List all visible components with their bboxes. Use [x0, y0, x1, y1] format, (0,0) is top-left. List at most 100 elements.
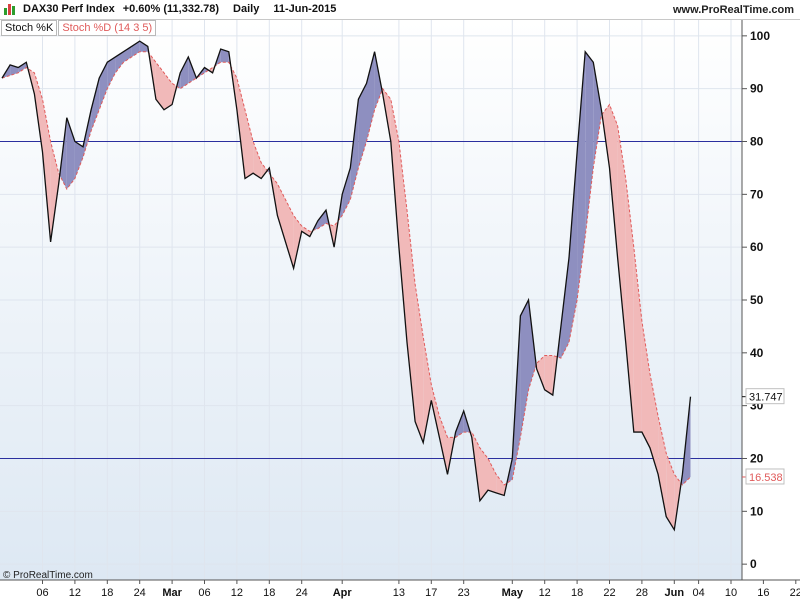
chart-date: 11-Jun-2015	[273, 3, 337, 15]
y-tick-label: 60	[750, 240, 764, 254]
last-value-d-box	[745, 468, 785, 485]
last-value-markers: 31.747 16.538	[742, 388, 785, 485]
legend-stoch-d[interactable]: Stoch %D (14 3 5)	[58, 20, 157, 36]
last-value-k-box	[745, 388, 785, 405]
x-tick-label: 16	[757, 587, 769, 599]
fill-k-above-d	[366, 51, 375, 142]
fill-k-above-d	[220, 49, 229, 63]
fill-d-above-k	[34, 72, 43, 153]
x-tick-label: 24	[134, 587, 146, 599]
y-tick-label: 90	[750, 82, 764, 96]
fill-d-above-k	[285, 199, 294, 269]
series-line-stoch-k	[1, 40, 692, 532]
fill-k-above-d	[585, 51, 594, 237]
x-tick-label: 12	[539, 587, 551, 599]
x-axis: 06 12 18 24 Mar 06 12 18 24 Apr 13 17 23 May 12 18 22 28 J…	[36, 580, 800, 599]
x-tick-label: Mar	[162, 587, 182, 599]
period-label: Daily	[233, 3, 260, 15]
last-value-k-text: 31.747	[749, 392, 783, 404]
fill-d-above-k	[415, 284, 424, 443]
fill-k-above-d	[115, 51, 124, 73]
series-lines	[1, 40, 692, 532]
fill-d-above-k	[666, 453, 675, 530]
x-tick-label: Jun	[665, 587, 685, 599]
site-link[interactable]: www.ProRealTime.com	[672, 4, 794, 16]
candlestick-icon	[4, 3, 18, 15]
fill-d-above-k	[617, 125, 626, 343]
fill-d-above-k	[658, 416, 667, 517]
fill-k-above-d	[74, 141, 83, 179]
fill-d-above-k	[423, 336, 432, 443]
x-tick-label: 12	[231, 587, 243, 599]
y-tick-label: 100	[750, 29, 770, 43]
fill-k-above-d	[593, 62, 602, 168]
price-change: +0.60% (11,332.78)	[122, 3, 220, 15]
fill-k-above-d	[180, 56, 189, 89]
x-tick-label: 13	[393, 587, 405, 599]
fill-d-above-k	[277, 183, 286, 242]
x-tick-label: May	[502, 587, 524, 599]
fill-d-above-k	[488, 458, 497, 493]
x-tick-label: 18	[263, 587, 275, 599]
x-tick-label: 22	[790, 587, 800, 599]
fill-k-above-d	[107, 56, 116, 89]
chart-header: DAX30 Perf Index +0.60% (11,332.78) Dail…	[0, 0, 800, 20]
fill-k-above-d	[99, 62, 108, 110]
indicator-legend: Stoch %K Stoch %D (14 3 5)	[1, 20, 157, 36]
fill-k-above-d	[569, 152, 578, 343]
series-line-stoch-d	[1, 51, 691, 486]
x-tick-label: 22	[603, 587, 615, 599]
fill-d-above-k	[398, 141, 407, 343]
fill-d-above-k	[536, 355, 545, 390]
y-tick-label: 20	[750, 451, 764, 465]
x-axis-area	[0, 580, 742, 600]
fill-k-above-d	[317, 210, 326, 229]
fill-d-above-k	[293, 215, 302, 269]
fill-d-above-k	[544, 355, 553, 396]
fill-d-above-k	[633, 247, 642, 433]
fill-d-above-k	[641, 321, 650, 448]
fill-k-above-d	[577, 51, 586, 301]
fill-d-above-k	[245, 109, 254, 179]
y-tick-label: 40	[750, 346, 764, 360]
y-tick-label: 80	[750, 135, 764, 149]
fill-k-above-d	[342, 167, 351, 216]
fill-d-above-k	[439, 416, 448, 475]
y-axis-area	[742, 20, 800, 580]
fill-d-above-k	[479, 447, 488, 501]
x-tick-label: 18	[101, 587, 113, 599]
fill-k-above-d	[131, 41, 140, 57]
y-tick-label: 50	[750, 293, 764, 307]
fill-d-above-k	[625, 178, 634, 433]
fill-d-above-k	[650, 373, 659, 475]
fill-k-above-d	[123, 46, 132, 63]
x-tick-label: 10	[725, 587, 737, 599]
fill-k-above-d	[139, 41, 148, 52]
x-tick-label: Apr	[333, 587, 353, 599]
fill-d-above-k	[390, 99, 399, 248]
fill-d-above-k	[609, 104, 618, 258]
x-tick-label: 18	[571, 587, 583, 599]
fill-d-above-k	[164, 72, 173, 110]
y-tick-label: 10	[750, 504, 764, 518]
fill-d-above-k	[431, 384, 440, 438]
fill-k-above-d	[560, 257, 569, 359]
x-tick-label: 04	[692, 587, 704, 599]
x-tick-label: 12	[69, 587, 81, 599]
fill-d-above-k	[496, 474, 505, 496]
legend-stoch-k[interactable]: Stoch %K	[1, 20, 58, 36]
fill-k-above-d	[528, 300, 537, 390]
fill-k-above-d	[18, 62, 27, 73]
y-tick-label: 70	[750, 187, 764, 201]
x-tick-label: 06	[198, 587, 210, 599]
fill-k-above-d	[358, 83, 367, 168]
fill-d-above-k	[407, 210, 416, 422]
instrument-name: DAX30 Perf Index	[23, 3, 115, 15]
x-tick-label: 28	[636, 587, 648, 599]
last-value-d-text: 16.538	[749, 472, 783, 484]
fill-k-above-d	[520, 300, 529, 438]
fill-k-above-d	[91, 78, 100, 131]
